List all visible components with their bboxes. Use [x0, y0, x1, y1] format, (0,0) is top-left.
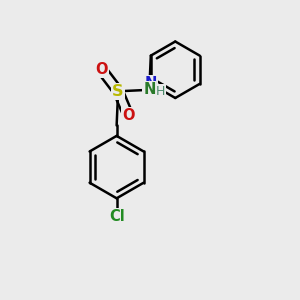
Text: O: O	[122, 108, 135, 123]
Text: O: O	[95, 62, 108, 77]
Text: N: N	[144, 76, 157, 92]
Text: S: S	[112, 84, 124, 99]
Text: Cl: Cl	[109, 208, 124, 224]
Text: N: N	[143, 82, 155, 97]
Text: H: H	[156, 85, 165, 98]
